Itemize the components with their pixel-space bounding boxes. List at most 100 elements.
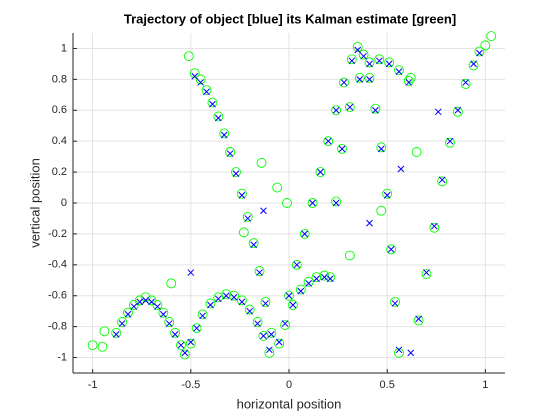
x-marker xyxy=(338,145,346,153)
circle-marker xyxy=(280,320,291,331)
circle-marker xyxy=(264,347,275,358)
circle-marker xyxy=(134,295,145,306)
x-marker xyxy=(391,300,399,307)
y-tick-label: -0.2 xyxy=(48,228,67,240)
circle-marker xyxy=(158,307,169,318)
circle-marker xyxy=(452,106,463,117)
circle-marker xyxy=(248,238,259,249)
x-marker xyxy=(203,88,210,96)
x-marker xyxy=(305,280,312,287)
x-marker xyxy=(130,303,138,310)
circle-marker xyxy=(411,147,422,157)
circle-marker xyxy=(236,188,247,199)
x-marker xyxy=(187,269,195,276)
x-marker xyxy=(462,79,470,86)
x-marker xyxy=(354,46,362,54)
circle-marker xyxy=(254,266,265,276)
circle-marker xyxy=(185,338,196,349)
circle-marker xyxy=(231,167,241,178)
x-marker xyxy=(324,137,332,145)
circle-marker xyxy=(486,31,497,42)
x-marker xyxy=(209,100,216,108)
x-marker xyxy=(193,324,201,332)
x-marker xyxy=(340,79,348,86)
x-marker xyxy=(348,57,356,65)
x-marker xyxy=(187,338,195,346)
x-marker xyxy=(407,349,415,357)
x-tick-label: -1 xyxy=(88,379,98,391)
circle-marker xyxy=(244,304,255,315)
circle-marker xyxy=(339,77,349,88)
x-marker xyxy=(313,275,320,283)
x-marker xyxy=(470,60,477,68)
y-tick-label: 0.2 xyxy=(52,166,67,178)
circle-marker xyxy=(274,338,285,349)
circle-marker xyxy=(354,72,365,83)
circle-marker xyxy=(460,79,471,89)
x-marker xyxy=(366,76,373,83)
x-marker xyxy=(356,76,364,83)
x-marker xyxy=(385,60,393,68)
circle-marker xyxy=(176,340,186,351)
x-tick-label: 0.5 xyxy=(380,379,395,391)
circle-marker xyxy=(405,72,416,83)
circle-marker xyxy=(337,143,347,154)
x-marker xyxy=(254,320,261,327)
x-marker xyxy=(238,191,246,199)
x-marker xyxy=(260,207,267,215)
circle-marker xyxy=(260,296,271,307)
x-marker xyxy=(454,106,462,114)
x-marker xyxy=(476,49,483,57)
x-marker xyxy=(154,303,161,310)
x-marker xyxy=(266,346,273,354)
x-marker xyxy=(372,106,379,114)
y-tick-label: 0.6 xyxy=(52,104,67,116)
circle-marker xyxy=(183,51,194,62)
x-marker xyxy=(165,320,173,327)
x-marker xyxy=(124,310,132,318)
circle-marker xyxy=(266,327,277,338)
circle-marker xyxy=(152,300,163,310)
y-tick-label: -1 xyxy=(57,351,67,363)
circle-marker xyxy=(164,317,175,327)
circle-marker xyxy=(87,340,98,351)
y-tick-label: -0.6 xyxy=(48,290,67,302)
circle-marker xyxy=(394,65,404,76)
y-tick-label: 1 xyxy=(61,42,67,54)
circle-marker xyxy=(390,296,400,307)
x-marker xyxy=(387,246,395,253)
y-tick-label: 0.8 xyxy=(52,73,67,85)
circle-marker xyxy=(311,272,322,283)
circle-marker xyxy=(323,136,334,147)
x-marker xyxy=(301,230,309,238)
circle-marker xyxy=(374,54,385,65)
circle-marker xyxy=(376,205,387,216)
x-marker xyxy=(260,332,267,340)
x-marker xyxy=(238,298,246,306)
x-marker xyxy=(262,300,269,307)
circle-marker xyxy=(303,276,314,287)
circle-marker xyxy=(284,290,294,301)
circle-marker xyxy=(225,147,236,157)
circle-marker xyxy=(445,137,455,148)
circle-marker xyxy=(299,228,310,239)
circle-marker xyxy=(282,198,292,208)
x-marker xyxy=(309,199,316,207)
x-marker xyxy=(317,168,324,176)
circle-marker xyxy=(197,309,208,320)
x-marker xyxy=(250,241,258,249)
x-axis-label: horizontal position xyxy=(237,396,342,411)
x-marker xyxy=(366,219,373,227)
x-marker xyxy=(159,310,167,318)
x-marker xyxy=(199,312,206,320)
circle-marker xyxy=(364,72,375,83)
circle-marker xyxy=(474,46,485,57)
chart-title: Trajectory of object [blue] its Kalman e… xyxy=(124,11,456,26)
circle-marker xyxy=(480,40,491,51)
x-marker xyxy=(293,261,301,269)
x-marker xyxy=(267,331,275,338)
circle-marker xyxy=(421,269,432,280)
circle-marker xyxy=(468,60,479,71)
x-marker xyxy=(423,269,430,276)
